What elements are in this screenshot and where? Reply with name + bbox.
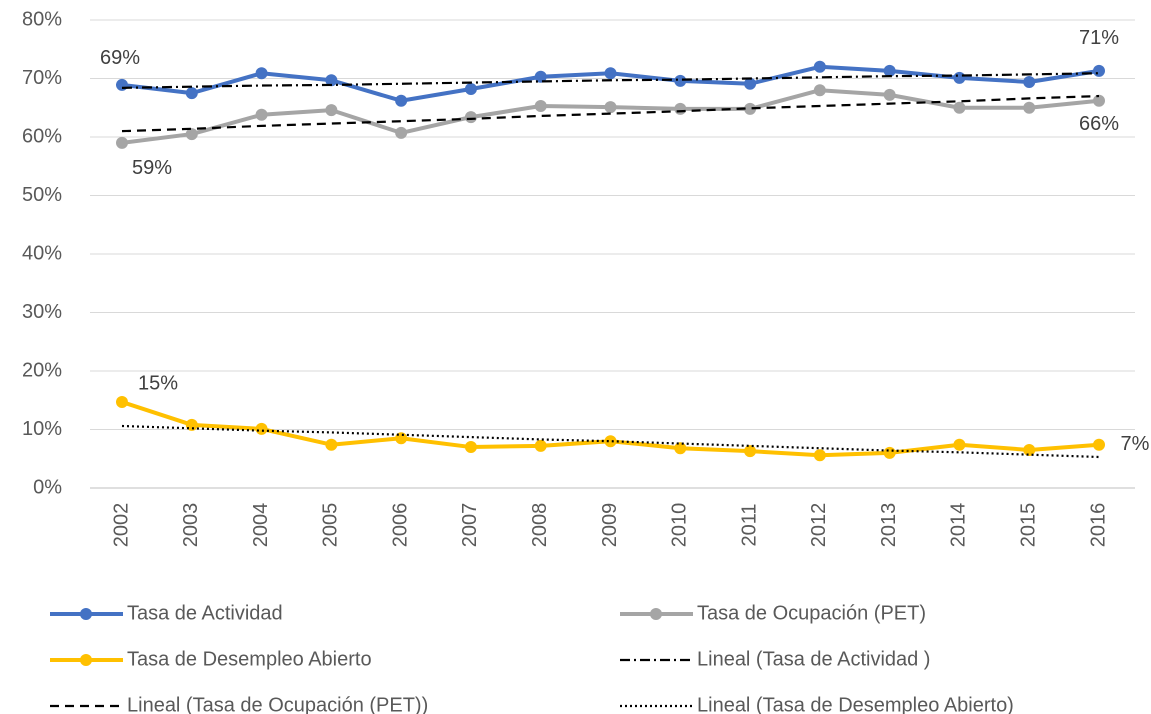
trend-line [121,94,1100,133]
point [1093,64,1105,77]
x-tick-label: 2004 [250,503,272,548]
point [883,446,896,459]
legend-label: Tasa de Ocupación (PET) [697,602,926,624]
point [813,449,826,462]
point [395,94,408,107]
point [674,74,687,87]
point [1093,438,1105,451]
point [534,99,547,112]
legend-label: Lineal (Tasa de Ocupación (PET)) [127,694,428,714]
x-tick-label: 2002 [110,503,132,548]
point [953,438,966,451]
point [883,88,896,101]
point [185,87,198,100]
x-tick-label: 2009 [599,503,621,548]
y-tick-label: 60% [22,125,62,147]
data-label: 15% [138,372,178,394]
point [953,71,966,84]
x-tick-label: 2011 [738,503,760,546]
y-tick-label: 80% [22,8,62,30]
point [744,77,757,90]
point [255,422,268,435]
x-tick-label: 2016 [1087,503,1109,548]
point [604,101,617,114]
x-tick-label: 2015 [1017,503,1039,548]
y-tick-label: 20% [22,359,62,381]
x-tick-label: 2010 [669,503,691,548]
point [255,108,268,121]
x-tick-label: 2007 [459,503,481,548]
point [255,67,268,80]
x-tick-label: 2008 [529,503,551,548]
point [674,442,687,455]
point [813,84,826,97]
trend-line [121,72,1100,89]
point [116,396,128,409]
point [883,64,896,77]
y-tick-label: 10% [22,418,62,440]
point [325,104,338,117]
legend-marker [80,654,92,666]
series-line [121,88,1100,145]
legend-label: Tasa de Desempleo Abierto [127,648,372,670]
y-tick-label: 0% [33,476,62,498]
point [744,102,757,115]
legend-marker [80,608,92,620]
point [604,67,617,80]
data-label: 66% [1079,113,1119,135]
y-tick-label: 30% [22,301,62,323]
point [1023,76,1036,89]
point [464,111,477,124]
point [1023,443,1036,456]
point [1023,101,1036,114]
data-label: 69% [100,47,140,69]
point [325,74,338,87]
legend-label: Tasa de Actividad [127,602,283,624]
point [953,101,966,114]
data-label: 7% [1121,433,1150,455]
x-tick-label: 2013 [878,503,900,548]
data-label: 71% [1079,27,1119,49]
point [325,438,338,451]
x-tick-label: 2005 [320,503,342,548]
series-line [121,400,1100,458]
point [116,136,128,149]
data-label: 59% [132,157,172,179]
x-tick-label: 2003 [180,503,202,548]
point [534,70,547,83]
legend-label: Lineal (Tasa de Desempleo Abierto) [697,694,1014,714]
y-tick-label: 50% [22,184,62,206]
point [744,445,757,458]
legend-marker [650,608,662,620]
point [185,128,198,141]
legend-label: Lineal (Tasa de Actividad ) [697,648,930,670]
point [464,83,477,96]
point [116,78,128,91]
x-tick-label: 2006 [389,503,411,548]
x-tick-label: 2014 [948,503,970,548]
point [534,439,547,452]
point [464,441,477,454]
point [813,60,826,73]
x-tick-label: 2012 [808,503,830,548]
point [1093,94,1105,107]
point [604,435,617,448]
point [395,126,408,139]
point [674,102,687,115]
y-tick-label: 70% [22,67,62,89]
y-tick-label: 40% [22,242,62,264]
